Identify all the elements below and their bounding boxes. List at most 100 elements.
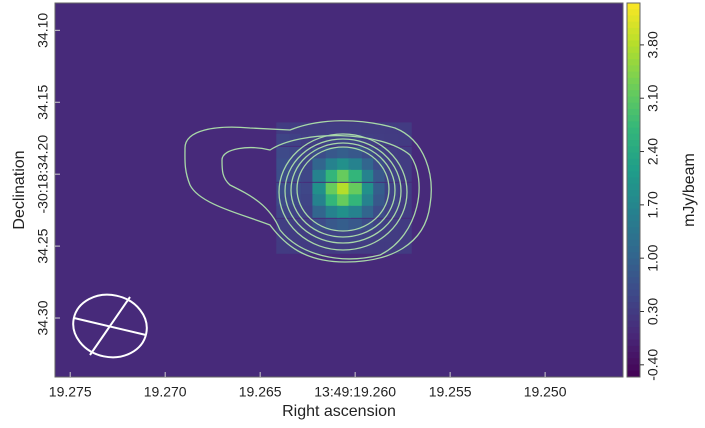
colorbar-segment xyxy=(627,234,640,241)
x-axis-label: Right ascension xyxy=(282,403,396,420)
pixel xyxy=(312,122,326,134)
pixel xyxy=(276,122,290,134)
colorbar-segment xyxy=(627,3,640,10)
colorbar-segment xyxy=(627,9,640,16)
pixel xyxy=(276,194,290,206)
pixel xyxy=(276,158,290,170)
pixel xyxy=(348,194,362,206)
colorbar-segment xyxy=(627,190,640,197)
colorbar-segment xyxy=(627,246,640,253)
x-tick-label: 19.275 xyxy=(49,384,92,400)
colorbar-tick-label: 2.40 xyxy=(645,138,661,165)
colorbar-segment xyxy=(627,352,640,359)
colorbar-segment xyxy=(627,97,640,104)
colorbar-segment xyxy=(627,78,640,85)
y-tick-label: -30:18:34.20 xyxy=(35,135,51,214)
x-tick-label: 19.270 xyxy=(144,384,187,400)
colorbar-label: mJy/beam xyxy=(681,153,698,227)
pixel xyxy=(312,158,326,170)
pixel xyxy=(276,219,290,231)
colorbar-segment xyxy=(627,128,640,135)
colorbar-segment xyxy=(627,184,640,191)
pixel xyxy=(398,134,412,146)
colorbar-segment xyxy=(627,240,640,247)
colorbar-segment xyxy=(627,59,640,66)
pixel xyxy=(348,206,362,218)
colorbar-segment xyxy=(627,196,640,203)
y-tick-label: 34.15 xyxy=(35,85,51,120)
y-tick-label: 34.10 xyxy=(35,13,51,48)
colorbar-tick-label: 3.80 xyxy=(645,31,661,58)
colorbar-segment xyxy=(627,308,640,315)
colorbar-segment xyxy=(627,28,640,35)
x-tick-label: 19.250 xyxy=(524,384,567,400)
colorbar-tick-label: 0.30 xyxy=(645,298,661,325)
colorbar-segment xyxy=(627,159,640,166)
colorbar-segment xyxy=(627,215,640,222)
y-tick-label: 34.25 xyxy=(35,228,51,263)
colorbar-segment xyxy=(627,365,640,372)
colorbar-segment xyxy=(627,109,640,116)
colorbar-segment xyxy=(627,259,640,266)
pixel xyxy=(276,147,290,159)
pixel xyxy=(312,206,326,218)
colorbar-segment xyxy=(627,221,640,228)
colorbar-segment xyxy=(627,371,640,378)
colorbar-segment xyxy=(627,47,640,54)
colorbar-segment xyxy=(627,333,640,340)
colorbar-segment xyxy=(627,178,640,185)
colorbar-segment xyxy=(627,358,640,365)
colorbar-segment xyxy=(627,171,640,178)
colorbar-segment xyxy=(627,40,640,47)
colorbar-segment xyxy=(627,90,640,97)
y-axis-label: Declination xyxy=(11,150,28,229)
colorbar-segment xyxy=(627,53,640,60)
colorbar-tick-label: 1.00 xyxy=(645,244,661,271)
colorbar-segment xyxy=(627,72,640,79)
colorbar-segment xyxy=(627,290,640,297)
pixel xyxy=(312,170,326,182)
colorbar-segment xyxy=(627,202,640,209)
colorbar: -0.40 0.30 1.00 1.70 2.40 3.10 3.80 xyxy=(627,3,661,381)
colorbar-segment xyxy=(627,34,640,41)
colorbar-segment xyxy=(627,121,640,128)
pixel xyxy=(348,122,362,134)
x-tick-label: 13:49:19.260 xyxy=(314,384,396,400)
colorbar-segment xyxy=(627,265,640,272)
colorbar-tick-label: -0.40 xyxy=(645,349,661,381)
colorbar-segment xyxy=(627,65,640,72)
colorbar-segment xyxy=(627,134,640,141)
colorbar-tick-label: 3.10 xyxy=(645,84,661,111)
colorbar-segment xyxy=(627,277,640,284)
colorbar-segment xyxy=(627,103,640,110)
pixel xyxy=(385,183,399,195)
colorbar-segment xyxy=(627,146,640,153)
x-tick-label: 19.255 xyxy=(429,384,472,400)
colorbar-segment xyxy=(627,321,640,328)
colorbar-segment xyxy=(627,340,640,347)
colorbar-tick-label: 1.70 xyxy=(645,191,661,218)
pixel xyxy=(312,194,326,206)
colorbar-segment xyxy=(627,22,640,29)
pixel xyxy=(348,183,362,195)
colorbar-segment xyxy=(627,271,640,278)
pixel xyxy=(385,194,399,206)
colorbar-segment xyxy=(627,227,640,234)
colorbar-segment xyxy=(627,315,640,322)
colorbar-segment xyxy=(627,209,640,216)
colorbar-segment xyxy=(627,252,640,259)
colorbar-segment xyxy=(627,84,640,91)
colorbar-segment xyxy=(627,140,640,147)
colorbar-segment xyxy=(627,153,640,160)
colorbar-segment xyxy=(627,15,640,22)
colorbar-segment xyxy=(627,327,640,334)
colorbar-segment xyxy=(627,115,640,122)
x-tick-label: 19.265 xyxy=(239,384,282,400)
pixel xyxy=(312,183,326,195)
colorbar-segment xyxy=(627,284,640,291)
pixel xyxy=(348,158,362,170)
pixel xyxy=(348,170,362,182)
y-tick-label: 34.30 xyxy=(35,300,51,335)
colorbar-segment xyxy=(627,296,640,303)
colorbar-segment xyxy=(627,302,640,309)
